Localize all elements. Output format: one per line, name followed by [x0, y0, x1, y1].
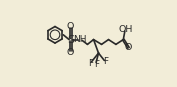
Text: O: O [67, 48, 74, 57]
Text: F: F [88, 59, 93, 68]
Text: F: F [94, 60, 99, 69]
Text: NH: NH [73, 35, 87, 44]
Text: F: F [103, 57, 108, 66]
Text: S: S [67, 35, 74, 45]
Text: O: O [67, 22, 74, 31]
Text: OH: OH [119, 25, 133, 34]
Text: O: O [125, 43, 132, 52]
